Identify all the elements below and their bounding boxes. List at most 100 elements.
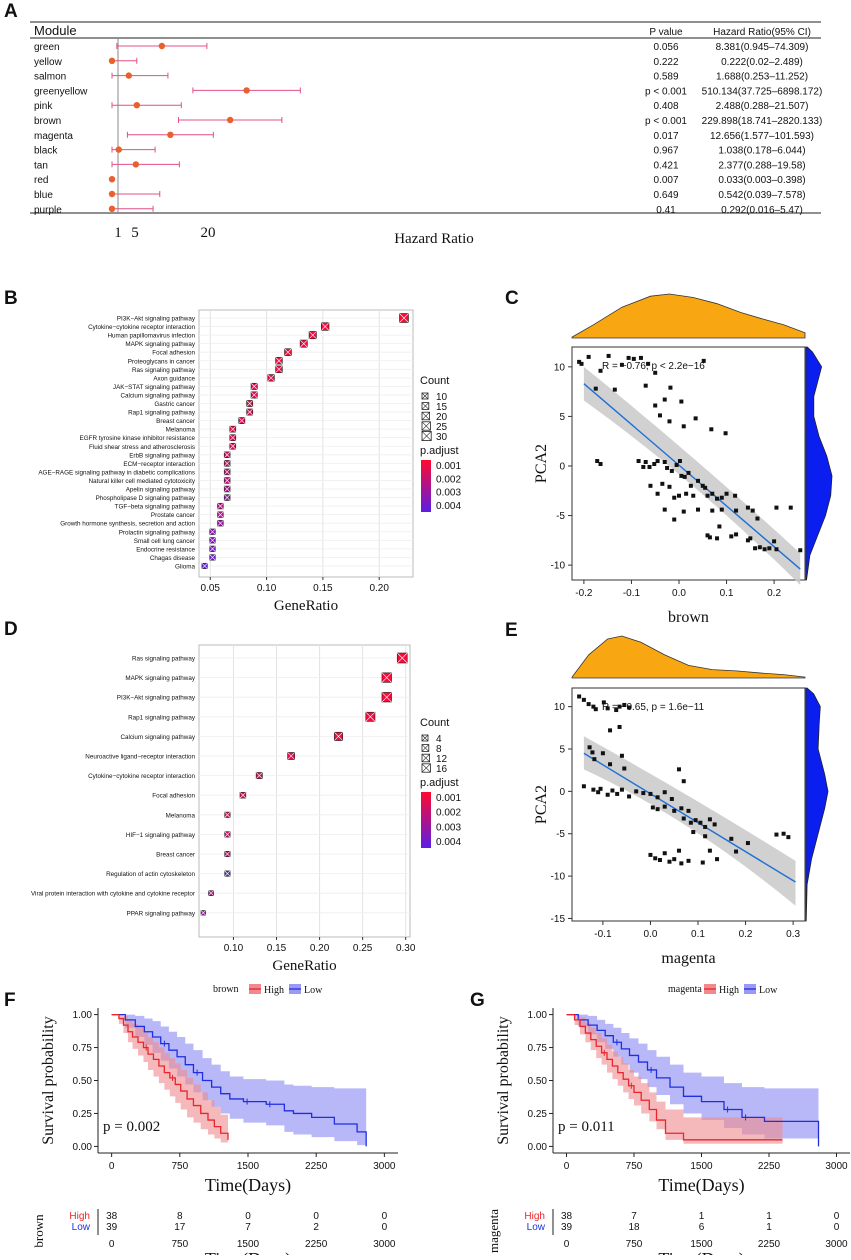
x-tick-label: 20: [201, 225, 216, 241]
risk-low-count: 2: [313, 1222, 319, 1233]
data-point: [693, 818, 698, 823]
risk-x-tick-label: 3000: [373, 1239, 396, 1250]
enrichment-point-cross: [224, 851, 231, 857]
data-point: [753, 546, 758, 551]
data-point: [595, 459, 600, 464]
x-tick-label: 0.10: [257, 583, 277, 594]
data-point: [750, 508, 755, 513]
data-point: [676, 767, 681, 772]
term-label: Small cell lung cancer: [134, 538, 195, 545]
regression-line: [583, 752, 796, 883]
header-hazard-ratio: Hazard Ratio(95% CI): [713, 27, 811, 38]
enrichment-point-cross: [224, 460, 231, 467]
y-tick-label: 0.50: [528, 1076, 548, 1087]
data-point: [681, 816, 686, 821]
data-point: [650, 805, 655, 810]
marginal-density-x: [571, 293, 806, 339]
data-point: [745, 841, 750, 846]
x-tick-label: 1500: [237, 1161, 260, 1172]
term-label: Rap1 signaling pathway: [128, 410, 196, 417]
module-name: purple: [34, 205, 62, 216]
data-point: [648, 791, 653, 796]
data-point: [652, 461, 657, 466]
data-point: [653, 856, 658, 861]
data-point: [662, 790, 667, 795]
data-point: [619, 362, 624, 367]
enrichment-point-cross: [308, 331, 317, 339]
data-point: [672, 517, 677, 522]
enrichment-point-cross: [209, 554, 216, 561]
term-label: Proteoglycans in cancer: [128, 358, 195, 365]
module-name: blue: [34, 190, 53, 201]
data-point: [707, 535, 712, 540]
legend-count-cross: [421, 744, 430, 752]
hazard-point: [108, 176, 116, 183]
data-point: [696, 478, 701, 483]
plot-panel: [198, 644, 411, 938]
data-point: [757, 545, 762, 550]
term-label: TGF−beta signaling pathway: [115, 504, 196, 511]
data-point: [715, 496, 720, 501]
x-axis-title: GeneRatio: [272, 958, 336, 974]
y-tick-label: -10: [551, 561, 566, 572]
y-tick-label: 0.75: [73, 1043, 93, 1054]
enrichment-point-cross: [224, 477, 231, 484]
panel-label-b: B: [4, 288, 18, 309]
data-point: [703, 824, 708, 829]
panel-label-d: D: [4, 619, 18, 640]
panel-label-c: C: [505, 288, 519, 309]
risk-low-count: 7: [245, 1222, 251, 1233]
legend-padj-label: 0.002: [436, 474, 461, 485]
data-point: [719, 495, 724, 500]
enrichment-point-cross: [321, 322, 330, 331]
legend-padj-title: p.adjust: [420, 445, 459, 457]
low-survival-curve: [566, 1013, 820, 1147]
p-value: 0.222: [653, 57, 678, 68]
data-point: [686, 808, 691, 813]
term-label: PPAR signaling pathway: [127, 910, 196, 917]
enrichment-point-cross: [209, 545, 216, 552]
p-value: 0.589: [653, 72, 678, 83]
legend-padj-label: 0.001: [436, 461, 461, 472]
data-point: [608, 728, 613, 733]
data-point: [684, 491, 689, 496]
data-point: [679, 861, 684, 866]
legend-count-cross: [421, 753, 430, 763]
header-p-value: P value: [649, 27, 683, 38]
data-point: [668, 385, 673, 390]
y-tick-label: 5: [559, 745, 565, 756]
hazard-point: [108, 57, 116, 64]
hazard-ratio-ci: 1.038(0.178–6.044): [718, 146, 805, 157]
data-point: [681, 779, 686, 784]
risk-low-count: 0: [834, 1222, 840, 1233]
term-label: Melanoma: [166, 427, 196, 434]
risk-high-count: 8: [177, 1211, 183, 1222]
enrichment-point-cross: [208, 890, 214, 896]
data-point: [724, 491, 729, 496]
enrichment-point-cross: [229, 425, 237, 433]
enrichment-point-cross: [275, 357, 283, 365]
p-value: 0.421: [653, 160, 678, 171]
module-name: yellow: [34, 57, 63, 68]
hazard-ratio-ci: 229.898(18.741–2820.133): [702, 116, 823, 127]
regression-line: [583, 383, 801, 570]
module-name: red: [34, 175, 48, 186]
legend-count-title: Count: [420, 375, 449, 387]
low-survival-curve: [111, 1013, 367, 1147]
y-tick-label: -15: [551, 914, 566, 925]
data-point: [622, 702, 627, 707]
data-point: [600, 751, 605, 756]
data-point: [655, 491, 660, 496]
risk-table-title: brown: [31, 1214, 46, 1248]
x-tick-label: 0.2: [739, 929, 753, 940]
enrichment-point-cross: [275, 365, 283, 373]
term-label: ECM−receptor interaction: [123, 461, 195, 468]
y-tick-label: 0: [559, 787, 565, 798]
risk-low-count: 39: [561, 1222, 573, 1233]
term-label: Cytokine−cytokine receptor interaction: [88, 773, 195, 780]
risk-x-tick-label: 0: [109, 1239, 115, 1250]
y-tick-label: 1.00: [73, 1010, 93, 1021]
term-label: JAK−STAT signaling pathway: [113, 384, 196, 391]
data-point: [587, 745, 592, 750]
